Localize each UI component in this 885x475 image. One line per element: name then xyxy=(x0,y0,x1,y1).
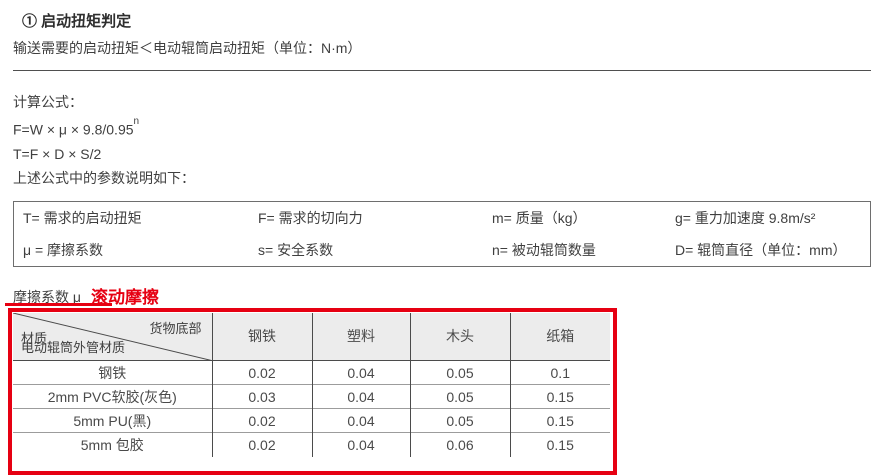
corner-label-material: 材质 xyxy=(21,330,48,346)
table-header-row: 货物底部 材质 电动辊筒外管材质 钢铁 塑料 木头 纸箱 xyxy=(13,312,610,362)
value-cell: 0.05 xyxy=(409,360,510,385)
red-underline xyxy=(5,302,112,306)
column-header: 塑料 xyxy=(311,312,410,362)
corner-label-roller-tube: 电动辊筒外管材质 xyxy=(21,340,126,356)
row-label: 5mm 包胶 xyxy=(13,432,212,457)
table-row: 5mm 包胶 0.02 0.04 0.06 0.15 xyxy=(13,432,610,457)
value-cell: 0.02 xyxy=(211,408,312,433)
formula-f-exponent: n xyxy=(133,115,140,127)
corner-label-cargo-bottom: 货物底部 xyxy=(149,320,202,336)
column-header: 钢铁 xyxy=(211,312,312,362)
formula-f: F=W × μ × 9.8/0.95n xyxy=(13,115,871,142)
friction-table-zone: 货物底部 材质 电动辊筒外管材质 钢铁 塑料 木头 纸箱 钢铁 0.02 0.0… xyxy=(8,307,617,475)
row-label: 5mm PU(黑) xyxy=(13,408,212,433)
horizontal-divider xyxy=(13,70,871,71)
param-m: m= 质量（kg） xyxy=(492,209,587,226)
diagonal-line xyxy=(13,313,212,361)
value-cell: 0.02 xyxy=(211,360,312,385)
friction-annotation: 滚动摩擦 xyxy=(90,287,159,307)
value-cell: 0.06 xyxy=(409,432,510,457)
param-f: F= 需求的切向力 xyxy=(258,209,363,226)
value-cell: 0.1 xyxy=(509,360,610,385)
param-mu: μ = 摩擦系数 xyxy=(23,241,104,258)
parameters-intro: 上述公式中的参数说明如下： xyxy=(13,170,195,187)
column-header: 木头 xyxy=(409,312,510,362)
value-cell: 0.04 xyxy=(311,408,410,433)
value-cell: 0.15 xyxy=(509,432,610,457)
value-cell: 0.04 xyxy=(311,432,410,457)
value-cell: 0.15 xyxy=(509,408,610,433)
value-cell: 0.05 xyxy=(409,384,510,409)
friction-heading: 摩擦系数 μ 滚动摩擦 xyxy=(5,282,871,308)
value-cell: 0.03 xyxy=(211,384,312,409)
formula-section: 计算公式： F=W × μ × 9.8/0.95n T=F × D × S/2 … xyxy=(13,90,871,191)
value-cell: 0.15 xyxy=(509,384,610,409)
formula-t: T=F × D × S/2 xyxy=(13,145,102,162)
param-s: s= 安全系数 xyxy=(258,241,334,258)
table-row: 钢铁 0.02 0.04 0.05 0.1 xyxy=(13,360,610,385)
section-title: ① 启动扭矩判定 xyxy=(22,13,132,30)
column-header: 纸箱 xyxy=(509,312,610,362)
value-cell: 0.04 xyxy=(311,360,410,385)
value-cell: 0.02 xyxy=(211,432,312,457)
corner-cell: 货物底部 材质 电动辊筒外管材质 xyxy=(13,312,212,362)
param-n: n= 被动辊筒数量 xyxy=(492,241,596,258)
table-row: 5mm PU(黑) 0.02 0.04 0.05 0.15 xyxy=(13,408,610,433)
formula-label: 计算公式： xyxy=(13,94,83,110)
row-label: 2mm PVC软胶(灰色) xyxy=(13,384,212,409)
friction-label: 摩擦系数 μ xyxy=(13,288,81,305)
row-label: 钢铁 xyxy=(13,360,212,385)
table-row: 2mm PVC软胶(灰色) 0.03 0.04 0.05 0.15 xyxy=(13,384,610,409)
criterion-text: 输送需要的启动扭矩＜电动辊筒启动扭矩（单位：N·m） xyxy=(13,40,362,56)
param-g: g= 重力加速度 9.8m/s² xyxy=(675,209,816,226)
value-cell: 0.04 xyxy=(311,384,410,409)
param-t: T= 需求的启动扭矩 xyxy=(23,209,142,226)
friction-coefficient-table: 货物底部 材质 电动辊筒外管材质 钢铁 塑料 木头 纸箱 钢铁 0.02 0.0… xyxy=(13,312,610,457)
value-cell: 0.05 xyxy=(409,408,510,433)
parameter-box: T= 需求的启动扭矩 F= 需求的切向力 m= 质量（kg） g= 重力加速度 … xyxy=(13,200,871,267)
formula-f-base: F=W × μ × 9.8/0.95 xyxy=(13,121,134,138)
param-d: D= 辊筒直径（单位：mm） xyxy=(675,241,847,258)
